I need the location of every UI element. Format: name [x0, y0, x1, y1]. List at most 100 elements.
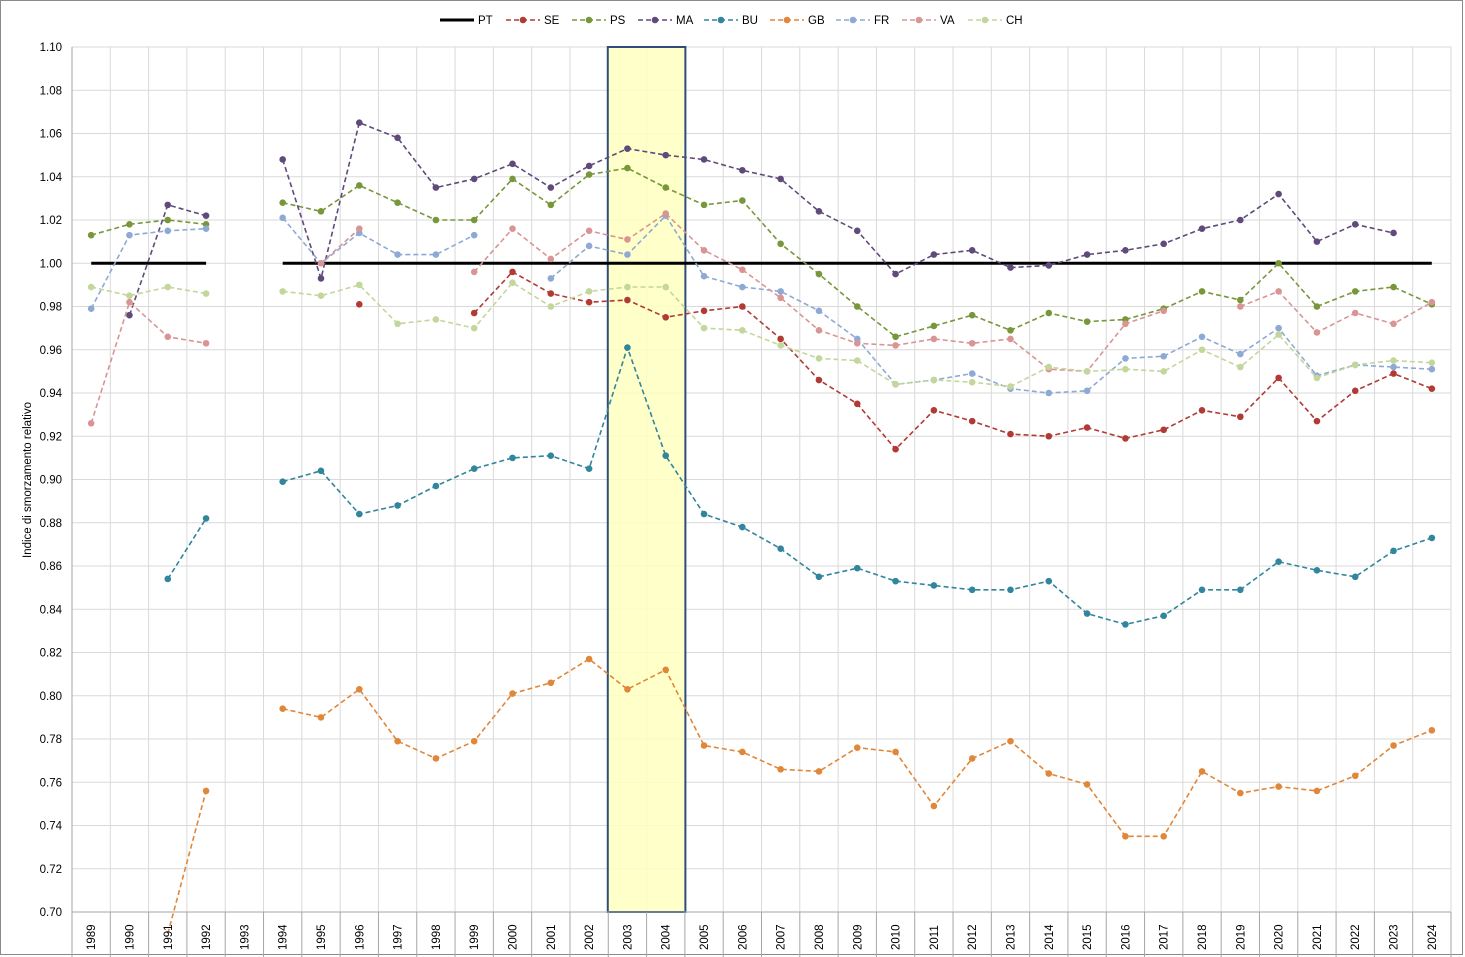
data-point-ps — [662, 184, 670, 191]
series-bu — [164, 344, 1436, 628]
data-point-ch — [394, 320, 401, 328]
data-point-ma — [470, 175, 478, 183]
data-point-se — [1275, 374, 1282, 382]
data-point-se — [1428, 385, 1436, 392]
legend: PT SE PS MA BU GB FR VA CH — [440, 15, 1023, 27]
legend-item-va: VA — [902, 15, 955, 27]
data-point-ch — [853, 357, 861, 364]
data-point-se — [662, 314, 670, 321]
data-point-bu — [585, 465, 593, 472]
data-point-ma — [1313, 238, 1321, 245]
data-point-gb — [739, 748, 746, 756]
data-point-ch — [279, 288, 286, 295]
data-point-ps — [624, 164, 631, 172]
data-point-se — [1160, 426, 1168, 434]
series-line-fr — [282, 217, 475, 265]
data-point-ch — [126, 292, 133, 299]
data-point-bu — [1275, 558, 1282, 565]
data-point-se — [1237, 413, 1244, 421]
data-point-ma — [1045, 262, 1053, 269]
y-tick-label: 1.04 — [40, 172, 63, 184]
data-point-fr — [777, 288, 784, 295]
data-point-bu — [1160, 612, 1168, 620]
legend-item-ma: MA — [638, 15, 694, 27]
data-point-ma — [1083, 251, 1091, 258]
x-tick-label: 2019 — [1235, 924, 1247, 950]
data-point-se — [968, 417, 976, 425]
y-tick-label: 0.70 — [40, 907, 62, 919]
x-tick-label: 2001 — [546, 924, 558, 950]
data-point-se — [1083, 424, 1091, 431]
data-point-bu — [394, 502, 401, 509]
data-point-bu — [432, 482, 440, 490]
data-point-ma — [1237, 216, 1244, 224]
data-point-gb — [1045, 770, 1053, 777]
legend-label: CH — [1006, 15, 1023, 27]
data-point-ma — [1275, 190, 1282, 198]
data-point-ps — [853, 303, 861, 310]
x-tick-label: 2024 — [1427, 924, 1439, 950]
legend-item-ps: PS — [572, 15, 626, 27]
data-point-ps — [394, 199, 401, 206]
data-point-ps — [892, 333, 899, 341]
x-tick-label: 2006 — [737, 924, 749, 950]
legend-label: GB — [808, 15, 825, 27]
data-point-gb — [355, 685, 363, 693]
data-point-ps — [355, 182, 363, 189]
series-line-fr — [90, 227, 207, 310]
data-point-ps — [317, 208, 325, 215]
series-line-gb — [167, 790, 207, 934]
data-point-ch — [547, 303, 555, 310]
highlight-band — [606, 46, 687, 913]
x-tick-label: 2009 — [852, 924, 864, 950]
data-point-se — [1313, 417, 1321, 425]
data-point-ma — [1007, 264, 1014, 271]
series-line-fr — [550, 214, 1432, 394]
data-point-va — [1313, 329, 1321, 336]
data-point-bu — [279, 478, 286, 485]
data-point-fr — [968, 370, 976, 377]
data-point-gb — [662, 666, 670, 674]
data-point-se — [355, 301, 363, 308]
data-point-ma — [739, 166, 746, 174]
data-point-bu — [1083, 610, 1091, 617]
data-point-gb — [1428, 727, 1436, 734]
data-point-va — [585, 227, 593, 235]
data-point-fr — [87, 305, 95, 312]
y-tick-label: 0.94 — [40, 388, 63, 400]
data-point-se — [739, 303, 746, 310]
series-lines — [73, 119, 1450, 934]
data-point-ma — [394, 134, 401, 142]
x-tick-label: 2015 — [1082, 924, 1094, 950]
data-point-va — [164, 333, 172, 341]
data-point-bu — [1198, 586, 1206, 594]
data-point-gb — [432, 755, 440, 762]
data-point-ma — [547, 184, 555, 191]
data-point-ps — [432, 216, 440, 224]
data-point-gb — [547, 679, 555, 687]
y-tick-label: 0.76 — [40, 777, 62, 789]
x-tick-label: 2011 — [929, 925, 941, 950]
data-point-fr — [739, 283, 746, 291]
data-point-se — [777, 335, 784, 343]
data-point-se — [815, 376, 823, 384]
data-point-ma — [968, 246, 976, 254]
data-point-ps — [509, 175, 516, 183]
data-point-ch — [1198, 346, 1206, 354]
data-point-va — [1275, 288, 1282, 295]
data-point-ch — [1351, 361, 1359, 369]
data-point-fr — [1237, 350, 1244, 358]
data-point-ps — [126, 221, 133, 228]
data-point-ps — [279, 199, 286, 206]
data-point-fr — [126, 231, 133, 239]
data-point-va — [355, 225, 363, 232]
series-line-va — [320, 228, 360, 264]
data-point-va — [700, 246, 708, 254]
series-line-se — [473, 270, 1433, 451]
data-point-bu — [202, 515, 210, 522]
data-point-bu — [815, 573, 823, 581]
data-point-ma — [585, 162, 593, 170]
data-point-gb — [892, 748, 899, 756]
data-point-gb — [1237, 789, 1244, 797]
